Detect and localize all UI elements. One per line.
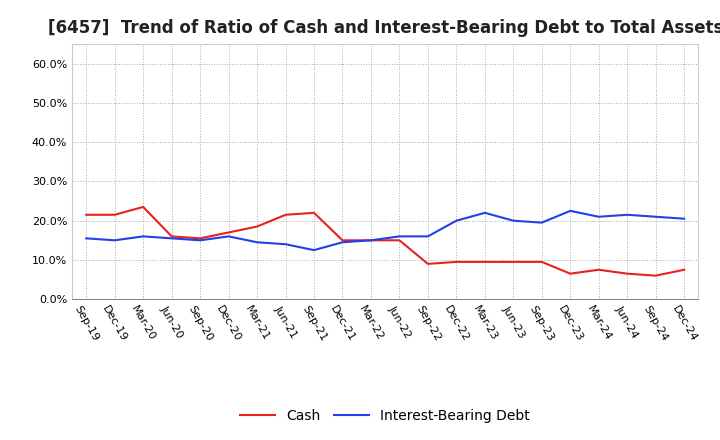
- Cash: [282, 212, 290, 217]
- Interest-Bearing Debt: [225, 234, 233, 239]
- Cash: [167, 234, 176, 239]
- Interest-Bearing Debt: [566, 208, 575, 213]
- Cash: [139, 204, 148, 209]
- Cash: [395, 238, 404, 243]
- Interest-Bearing Debt: [139, 234, 148, 239]
- Cash: [225, 230, 233, 235]
- Cash: [452, 259, 461, 264]
- Cash: [595, 267, 603, 272]
- Cash: [82, 212, 91, 217]
- Interest-Bearing Debt: [509, 218, 518, 224]
- Cash: [652, 273, 660, 278]
- Cash: [253, 224, 261, 229]
- Cash: [338, 238, 347, 243]
- Cash: [196, 236, 204, 241]
- Interest-Bearing Debt: [338, 240, 347, 245]
- Interest-Bearing Debt: [82, 236, 91, 241]
- Interest-Bearing Debt: [366, 238, 375, 243]
- Title: [6457]  Trend of Ratio of Cash and Interest-Bearing Debt to Total Assets: [6457] Trend of Ratio of Cash and Intere…: [48, 19, 720, 37]
- Cash: [480, 259, 489, 264]
- Interest-Bearing Debt: [623, 212, 631, 217]
- Interest-Bearing Debt: [395, 234, 404, 239]
- Interest-Bearing Debt: [423, 234, 432, 239]
- Interest-Bearing Debt: [310, 247, 318, 253]
- Cash: [310, 210, 318, 216]
- Interest-Bearing Debt: [282, 242, 290, 247]
- Cash: [423, 261, 432, 267]
- Interest-Bearing Debt: [680, 216, 688, 221]
- Interest-Bearing Debt: [110, 238, 119, 243]
- Interest-Bearing Debt: [537, 220, 546, 225]
- Interest-Bearing Debt: [196, 238, 204, 243]
- Cash: [566, 271, 575, 276]
- Cash: [110, 212, 119, 217]
- Cash: [509, 259, 518, 264]
- Interest-Bearing Debt: [480, 210, 489, 216]
- Cash: [537, 259, 546, 264]
- Legend: Cash, Interest-Bearing Debt: Cash, Interest-Bearing Debt: [235, 403, 536, 428]
- Interest-Bearing Debt: [253, 240, 261, 245]
- Cash: [366, 238, 375, 243]
- Interest-Bearing Debt: [595, 214, 603, 220]
- Cash: [623, 271, 631, 276]
- Line: Cash: Cash: [86, 207, 684, 275]
- Interest-Bearing Debt: [452, 218, 461, 224]
- Interest-Bearing Debt: [652, 214, 660, 220]
- Line: Interest-Bearing Debt: Interest-Bearing Debt: [86, 211, 684, 250]
- Interest-Bearing Debt: [167, 236, 176, 241]
- Cash: [680, 267, 688, 272]
